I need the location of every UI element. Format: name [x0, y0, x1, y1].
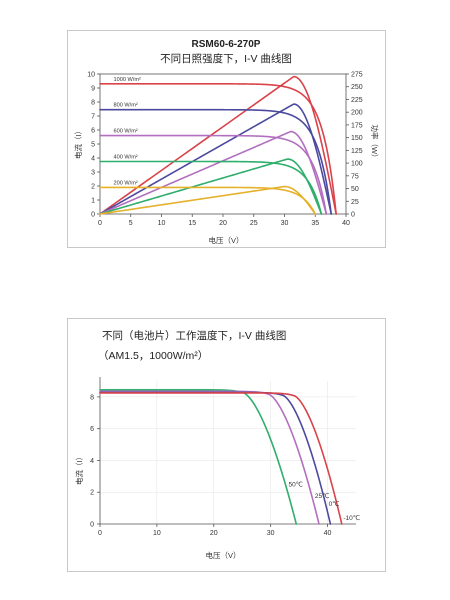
temperature-chart-panel: 不同（电池片）工作温度下，I-V 曲线图 （AM1.5，1000W/m²） 电压…: [67, 318, 386, 572]
power-curve-2: [99, 103, 333, 215]
temp-curve-3: [99, 391, 332, 525]
x-tick-label: 20: [210, 530, 218, 537]
chart-title: 不同（电池片）工作温度下，I-V 曲线图: [102, 329, 286, 342]
x-tick-label: 40: [324, 530, 332, 537]
y-tick-label: 10: [87, 72, 95, 79]
x-tick-label: 5: [129, 220, 133, 227]
irradiance-iv-chart: RSM60-6-270P 不同日照强度下，I-V 曲线图 电压（V） 电流（I）…: [73, 39, 380, 245]
x-tick-label: 0: [98, 220, 102, 227]
chart-title: RSM60-6-270P: [192, 39, 261, 50]
y-tick-label: 6: [91, 128, 95, 135]
y-tick-label: 6: [90, 426, 94, 433]
power-curve-4: [99, 158, 323, 215]
y-tick-label: 7: [91, 114, 95, 121]
series-label: 200 W/m²: [114, 180, 138, 186]
series-label: 25℃: [315, 492, 330, 500]
y2-tick-label: 250: [351, 84, 363, 91]
x-tick-label: 30: [281, 220, 289, 227]
iv-curve-4: [99, 160, 323, 215]
y2-tick-label: 100: [351, 161, 363, 168]
y-axis-label: 电流（I）: [73, 127, 83, 159]
y2-tick-label: 200: [351, 110, 363, 117]
y2-tick-label: 225: [351, 97, 363, 104]
y-tick-label: 9: [91, 86, 95, 93]
chart-subtitle: 不同日照强度下，I-V 曲线图: [160, 52, 292, 65]
y2-axis-label: 功率（W）: [370, 124, 380, 161]
y-tick-label: 8: [90, 394, 94, 401]
temperature-iv-chart: 不同（电池片）工作温度下，I-V 曲线图 （AM1.5，1000W/m²） 电压…: [74, 329, 360, 560]
y2-tick-label: 50: [351, 186, 359, 193]
x-tick-label: 10: [153, 530, 161, 537]
y-tick-label: 2: [91, 184, 95, 191]
series-label: 1000 W/m²: [114, 77, 141, 83]
y2-tick-label: 125: [351, 148, 363, 155]
series-label: -10℃: [343, 514, 360, 522]
iv-curve-2: [99, 108, 333, 215]
power-curve-5: [99, 185, 317, 215]
series-label: 800 W/m²: [114, 103, 138, 109]
iv-curve-1: [99, 83, 337, 215]
y2-tick-label: 75: [351, 173, 359, 180]
iv-curve-5: [99, 186, 317, 215]
temp-curve-2: [99, 390, 320, 525]
series-label: 0℃: [329, 500, 340, 508]
power-curve-1: [99, 75, 337, 215]
series-label: 400 W/m²: [114, 155, 138, 161]
x-tick-label: 25: [250, 220, 258, 227]
x-axis-label: 电压（V）: [208, 235, 243, 245]
x-tick-label: 30: [267, 530, 275, 537]
y-tick-label: 3: [91, 170, 95, 177]
series-label: 50℃: [288, 480, 303, 488]
x-axis-label: 电压（V）: [205, 550, 240, 560]
y2-tick-label: 150: [351, 135, 363, 142]
chart-subtitle: （AM1.5，1000W/m²）: [98, 350, 208, 362]
x-tick-label: 35: [311, 220, 319, 227]
y-tick-label: 2: [90, 490, 94, 497]
y2-tick-label: 175: [351, 122, 363, 129]
x-tick-label: 40: [342, 220, 350, 227]
y-tick-label: 0: [91, 212, 95, 219]
y-tick-label: 8: [91, 100, 95, 107]
power-curve-3: [99, 130, 328, 215]
y-tick-label: 0: [90, 522, 94, 529]
x-tick-label: 10: [158, 220, 166, 227]
y-axis-label: 电流（I）: [74, 453, 84, 485]
y-tick-label: 1: [91, 198, 95, 205]
temp-curve-4: [99, 392, 343, 525]
x-tick-label: 0: [98, 530, 102, 537]
y-tick-label: 4: [91, 156, 95, 163]
y2-tick-label: 275: [351, 72, 363, 79]
x-tick-label: 15: [188, 220, 196, 227]
y2-tick-label: 25: [351, 199, 359, 206]
x-tick-label: 20: [219, 220, 227, 227]
irradiance-chart-panel: RSM60-6-270P 不同日照强度下，I-V 曲线图 电压（V） 电流（I）…: [67, 30, 386, 248]
series-label: 600 W/m²: [114, 129, 138, 135]
y-tick-label: 5: [91, 142, 95, 149]
iv-curve-3: [99, 134, 328, 215]
y-tick-label: 4: [90, 458, 94, 465]
temp-curve-1: [99, 388, 298, 525]
y2-tick-label: 0: [351, 212, 355, 219]
